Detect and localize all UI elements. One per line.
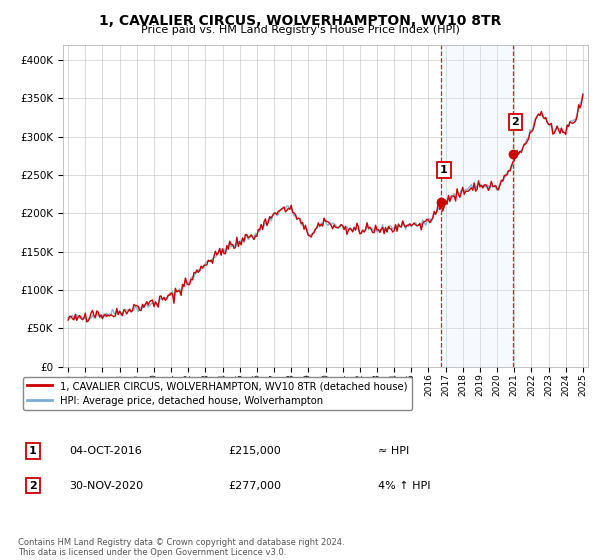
Legend: 1, CAVALIER CIRCUS, WOLVERHAMPTON, WV10 8TR (detached house), HPI: Average price: 1, CAVALIER CIRCUS, WOLVERHAMPTON, WV10 … (23, 377, 412, 410)
Text: 2: 2 (512, 117, 520, 127)
Text: £277,000: £277,000 (228, 480, 281, 491)
Text: Price paid vs. HM Land Registry's House Price Index (HPI): Price paid vs. HM Land Registry's House … (140, 25, 460, 35)
Text: 2: 2 (29, 480, 37, 491)
Text: 1, CAVALIER CIRCUS, WOLVERHAMPTON, WV10 8TR: 1, CAVALIER CIRCUS, WOLVERHAMPTON, WV10 … (99, 14, 501, 28)
Text: 1: 1 (440, 165, 448, 175)
Text: 4% ↑ HPI: 4% ↑ HPI (378, 480, 431, 491)
Bar (442, 45, 513, 367)
Text: 30-NOV-2020: 30-NOV-2020 (69, 480, 143, 491)
Text: 04-OCT-2016: 04-OCT-2016 (69, 446, 142, 456)
Text: 1: 1 (29, 446, 37, 456)
Text: ≈ HPI: ≈ HPI (378, 446, 409, 456)
Text: Contains HM Land Registry data © Crown copyright and database right 2024.
This d: Contains HM Land Registry data © Crown c… (18, 538, 344, 557)
Text: £215,000: £215,000 (228, 446, 281, 456)
